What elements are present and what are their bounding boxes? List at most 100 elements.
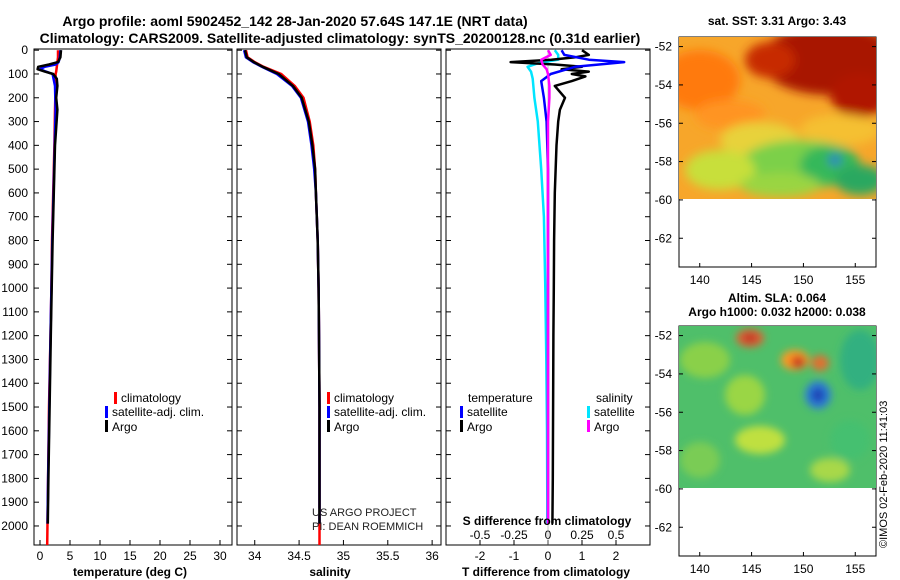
map-lat-label: -54 <box>655 78 673 92</box>
series-line-t-satellite <box>526 49 560 524</box>
legend-t-satellite: satellite <box>467 405 508 419</box>
x-tick-label: 0 <box>545 549 552 563</box>
x-tick-label: 10 <box>93 549 107 563</box>
map-lon-label: 140 <box>690 273 710 287</box>
map-lon-label: 150 <box>793 562 813 576</box>
legend-swatch-argo <box>105 420 108 432</box>
panel-frame <box>33 48 233 546</box>
s-diff-tick-label: 0.25 <box>570 528 594 542</box>
sla-map-title2: Argo h1000: 0.032 h2000: 0.038 <box>688 305 866 319</box>
depth-tick-label: 1700 <box>1 448 28 462</box>
sst-map-title: sat. SST: 3.31 Argo: 3.43 <box>708 14 847 28</box>
sla-map <box>678 325 877 557</box>
sla-map-title1: Altim. SLA: 0.064 <box>728 291 826 305</box>
legend-temperature-heading: temperature <box>468 391 533 405</box>
depth-tick-label: 600 <box>8 186 28 200</box>
panel-frame <box>236 48 442 546</box>
legend-salinity-heading: salinity <box>596 391 633 405</box>
salinity-legend: climatology satellite-adj. clim. Argo <box>327 391 426 434</box>
x-tick-label: 35 <box>337 549 351 563</box>
x-tick-label: 5 <box>67 549 74 563</box>
map-lon-label: 140 <box>690 562 710 576</box>
salinity-axis-label: salinity <box>309 565 351 579</box>
series-line-s-argo <box>539 49 552 524</box>
depth-tick-label: 400 <box>8 138 28 152</box>
series-line-t-argo <box>509 49 591 524</box>
s-diff-tick-label: 0.5 <box>608 528 625 542</box>
map-lon-label: 155 <box>845 273 865 287</box>
header-title-line1: Argo profile: aoml 5902452_142 28-Jan-20… <box>62 13 527 29</box>
map-lon-label: 150 <box>793 273 813 287</box>
map-lat-label: -58 <box>655 444 673 458</box>
depth-tick-label: 1200 <box>1 329 28 343</box>
map-lat-label: -58 <box>655 155 673 169</box>
x-tick-label: 2 <box>613 549 620 563</box>
x-tick-label: 34 <box>248 549 262 563</box>
map-lon-label: 145 <box>742 273 762 287</box>
header-title-line2: Climatology: CARS2009. Satellite-adjuste… <box>40 30 641 46</box>
salinity-panel: 34 34.5 35 35.5 36 <box>236 48 442 563</box>
credit-line1: US ARGO PROJECT <box>312 507 417 519</box>
depth-tick-label: 900 <box>8 257 28 271</box>
map-lat-label: -60 <box>655 193 673 207</box>
legend-t-argo: Argo <box>467 420 493 434</box>
temperature-panel: 0 5 10 15 20 25 30 <box>33 48 233 563</box>
map-lat-label: -52 <box>655 40 673 54</box>
map-lat-label: -56 <box>655 405 673 419</box>
difference-legend: temperature salinity satellite Argo sate… <box>460 391 635 434</box>
legend-swatch-s-satellite <box>587 406 590 418</box>
legend-swatch-s-argo <box>587 420 590 432</box>
s-diff-tick-label: -0.25 <box>500 528 528 542</box>
depth-tick-label: 300 <box>8 115 28 129</box>
depth-tick-label: 1000 <box>1 281 28 295</box>
legend-satellite: satellite-adj. clim. <box>112 405 204 419</box>
map-lat-label: -60 <box>655 482 673 496</box>
legend-argo: Argo <box>112 420 138 434</box>
legend-climatology: climatology <box>121 391 181 405</box>
depth-tick-label: 1500 <box>1 400 28 414</box>
x-tick-label: -1 <box>509 549 520 563</box>
difference-panel: -2 -1 0 1 2-0.5 -0.25 0 0.25 0.5 <box>445 48 651 563</box>
map-lat-label: -62 <box>655 520 673 534</box>
legend-swatch-satellite-sal <box>327 406 330 418</box>
s-diff-tick-label: -0.5 <box>470 528 491 542</box>
timestamp: ©IMOS 02-Feb-2020 11:41:03 <box>878 401 890 548</box>
x-tick-label: 36 <box>425 549 439 563</box>
depth-tick-label: 2000 <box>1 519 28 533</box>
legend-swatch-argo-sal <box>327 420 330 432</box>
depth-tick-label: 0 <box>21 43 28 57</box>
x-tick-label: 15 <box>123 549 137 563</box>
legend-argo-sal: Argo <box>334 420 360 434</box>
series-line-argo <box>243 49 321 524</box>
depth-tick-label: 1600 <box>1 424 28 438</box>
t-difference-axis-label: T difference from climatology <box>462 565 630 579</box>
x-tick-label: 30 <box>213 549 227 563</box>
depth-tick-label: 200 <box>8 91 28 105</box>
depth-tick-label: 100 <box>8 67 28 81</box>
legend-satellite-sal: satellite-adj. clim. <box>334 405 426 419</box>
map-lat-label: -62 <box>655 231 673 245</box>
legend-swatch-t-argo <box>460 420 463 432</box>
credit-line2: PI: DEAN ROEMMICH <box>312 521 423 533</box>
map-lat-label: -54 <box>655 367 673 381</box>
legend-swatch-satellite <box>105 406 108 418</box>
legend-swatch-climatology-sal <box>327 392 330 404</box>
x-tick-label: 25 <box>183 549 197 563</box>
depth-tick-label: 1100 <box>2 305 28 319</box>
depth-tick-label: 1900 <box>1 495 28 509</box>
map-lat-label: -52 <box>655 329 673 343</box>
x-tick-label: 20 <box>153 549 167 563</box>
depth-tick-label: 700 <box>8 210 28 224</box>
depth-tick-label: 800 <box>8 234 28 248</box>
temperature-axis-label: temperature (deg C) <box>73 565 187 579</box>
x-tick-label: 0 <box>37 549 44 563</box>
legend-climatology-sal: climatology <box>334 391 394 405</box>
x-tick-label: 1 <box>579 549 586 563</box>
x-tick-label: 35.5 <box>376 549 400 563</box>
depth-tick-label: 1800 <box>1 471 28 485</box>
depth-tick-label: 500 <box>8 162 28 176</box>
legend-swatch-t-satellite <box>460 406 463 418</box>
map-lon-label: 145 <box>742 562 762 576</box>
s-difference-axis-label: S difference from climatology <box>463 514 632 528</box>
sla-map-image <box>679 326 876 488</box>
